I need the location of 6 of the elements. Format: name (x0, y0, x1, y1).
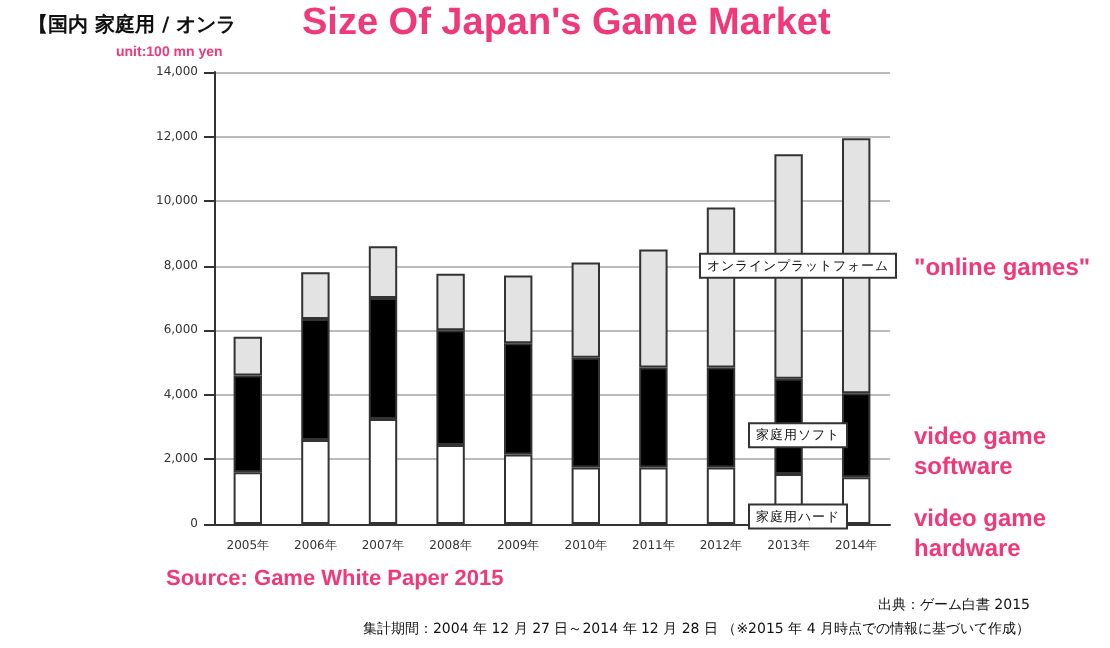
text: video game software (914, 422, 1047, 481)
chart-subtitle: 【国内 家庭用 / オンラ (28, 13, 237, 37)
text: video game hardware (914, 503, 1047, 562)
chart-title: Size Of Japan's Game Market (302, 2, 832, 44)
text: "online games" (914, 252, 1091, 281)
source-note: Source: Game White Paper 2015 (166, 567, 504, 591)
